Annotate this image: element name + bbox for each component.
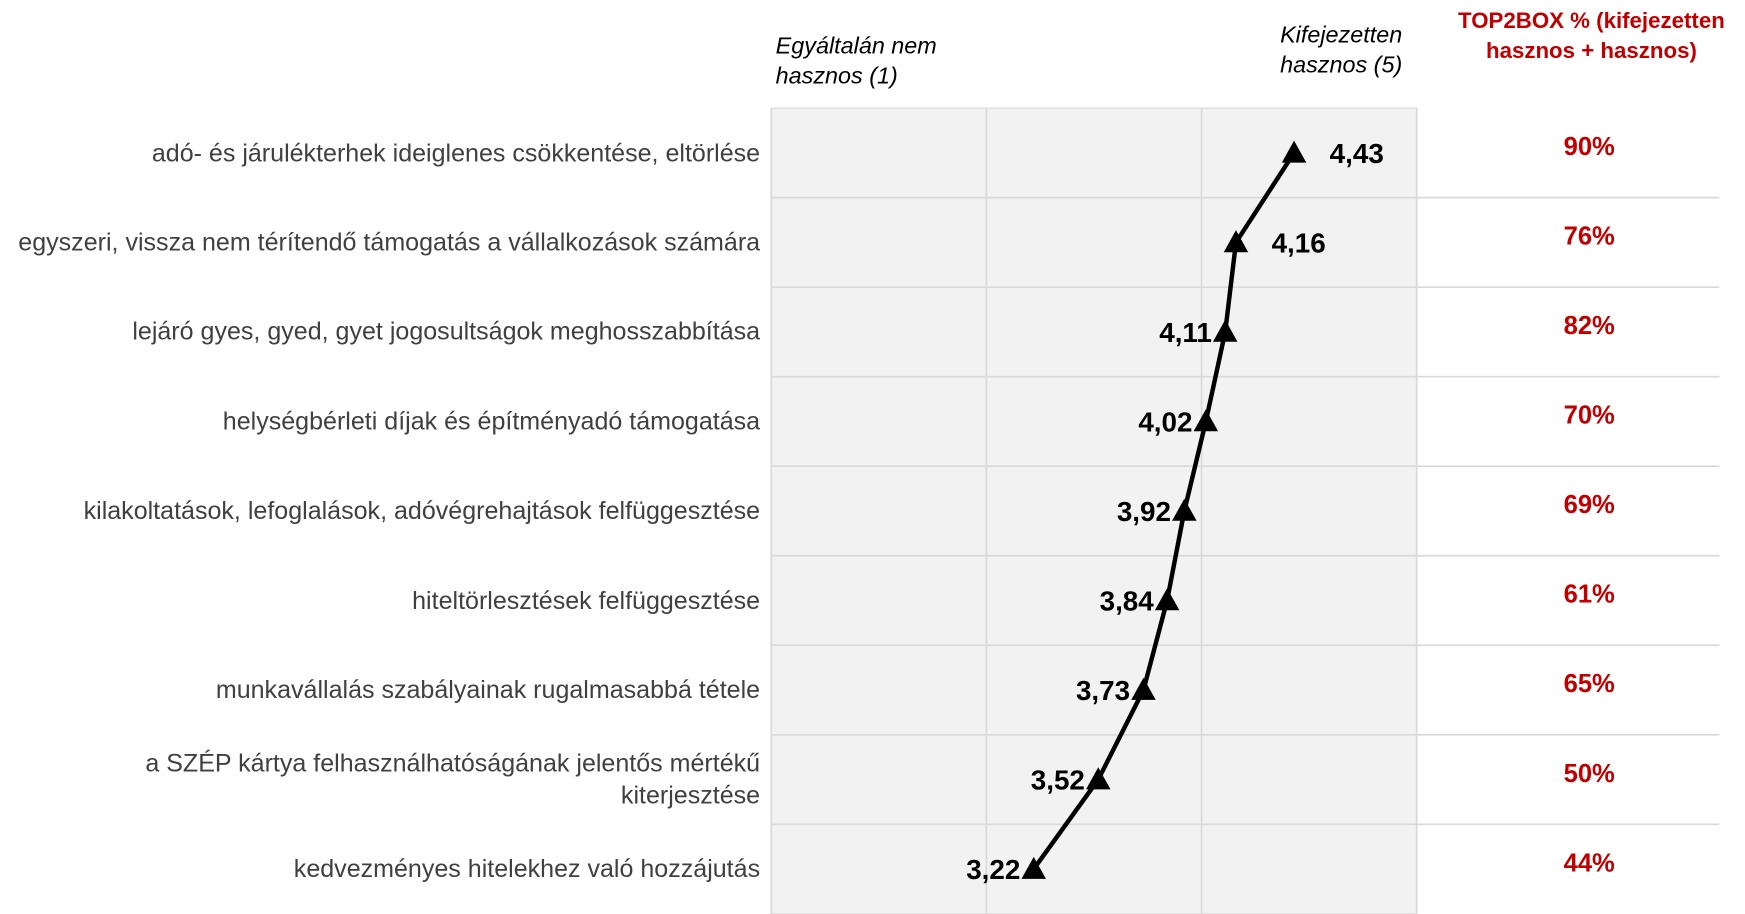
top2box-value: 82% (1564, 312, 1615, 340)
top2box-value: 61% (1564, 581, 1615, 609)
annotation-low: Egyáltalán nem hasznos (1) (775, 33, 937, 90)
top2box-title-box: TOP2BOX % (kifejezetten hasznos + haszno… (1458, 9, 1725, 64)
top2box-title: TOP2BOX % (kifejezetten hasznos + haszno… (1458, 9, 1725, 64)
marker (1193, 409, 1219, 432)
annotation-low-box: Egyáltalán nem hasznos (1) (775, 33, 937, 90)
marker (1131, 677, 1156, 700)
data-label: 3,52 (1031, 765, 1085, 796)
top2box-value: 69% (1564, 491, 1615, 519)
data-label: 4,43 (1330, 138, 1384, 169)
category-label-box: helységbérleti díjak és építményadó támo… (222, 407, 761, 436)
data-label: 4,02 (1138, 406, 1192, 437)
category-label-box: kedvezményes hitelekhez való hozzájutás (293, 855, 761, 883)
category-label: munkavállalás szabályainak rugalmasabbá … (215, 675, 761, 704)
category-label: egyszeri, vissza nem térítendő támogatás… (18, 228, 761, 257)
category-label: a SZÉP kártya felhasználhatóságának jele… (145, 749, 761, 810)
top2box-value: 76% (1564, 223, 1615, 251)
category-label-box: egyszeri, vissza nem térítendő támogatás… (18, 228, 761, 257)
data-label: 3,22 (966, 854, 1020, 885)
category-label: kilakoltatások, lefoglalások, adóvégreha… (83, 496, 761, 525)
data-label: 3,92 (1117, 496, 1171, 527)
marker (1021, 856, 1046, 879)
marker (1172, 498, 1197, 521)
marker (1223, 230, 1249, 253)
marker (1281, 140, 1307, 163)
category-label-box: hiteltörlesztések felfüggesztése (412, 586, 761, 615)
top2box-value: 44% (1564, 849, 1615, 877)
top2box-value: 65% (1564, 670, 1615, 698)
category-label: kedvezményes hitelekhez való hozzájutás (293, 855, 761, 883)
annotation-high: Kifejezetten hasznos (5) (1280, 22, 1403, 79)
marker (1086, 767, 1111, 790)
top2box-value: 70% (1564, 402, 1615, 430)
category-label: helységbérleti díjak és építményadó támo… (222, 407, 761, 436)
category-label-box: lejáró gyes, gyed, gyet jogosultságok me… (132, 317, 761, 346)
category-label-box: munkavállalás szabályainak rugalmasabbá … (215, 675, 761, 704)
marker (1212, 319, 1238, 342)
top2box-value: 90% (1564, 133, 1615, 161)
data-label: 3,73 (1076, 675, 1130, 706)
data-label: 4,16 (1272, 227, 1326, 258)
category-label-box: kilakoltatások, lefoglalások, adóvégreha… (83, 496, 761, 525)
marker (1154, 588, 1180, 611)
data-label: 4,11 (1159, 317, 1212, 348)
category-label-box: adó- és járulékterhek ideiglenes csökken… (151, 138, 761, 167)
category-label: adó- és járulékterhek ideiglenes csökken… (151, 138, 761, 167)
annotation-high-box: Kifejezetten hasznos (5) (1280, 22, 1403, 79)
category-label: lejáró gyes, gyed, gyet jogosultságok me… (132, 317, 761, 346)
category-label: hiteltörlesztések felfüggesztése (412, 586, 761, 615)
category-label-box: a SZÉP kártya felhasználhatóságának jele… (145, 749, 761, 810)
data-label: 3,84 (1100, 586, 1155, 617)
top2box-value: 50% (1564, 760, 1615, 788)
